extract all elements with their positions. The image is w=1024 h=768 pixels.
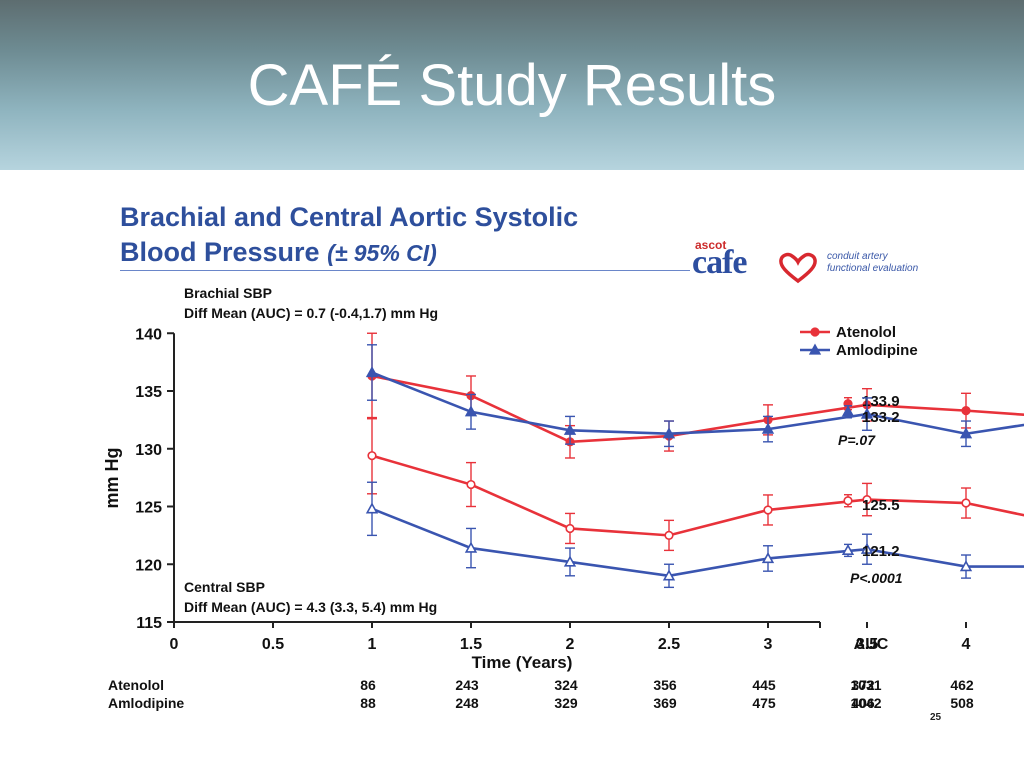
heading-rule: [120, 270, 690, 271]
data-point: [761, 552, 775, 564]
series-line-1-0: [371, 454, 1024, 537]
data-point: [761, 422, 775, 434]
data-point: [961, 498, 971, 508]
x-tick-label: 1.5: [460, 636, 482, 653]
logo-ascot-text: ascot: [695, 238, 727, 252]
data-point: [565, 523, 575, 534]
logo-cafe-text: cafe: [692, 244, 748, 281]
x-tick-label: 4: [962, 636, 971, 653]
n-table-count: 462: [950, 677, 974, 693]
data-point: [808, 343, 822, 355]
n-table-row-label: Amlodipine: [108, 695, 184, 711]
data-point: [466, 479, 476, 490]
logo-tagline-2: functional evaluation: [827, 263, 919, 274]
data-point: [763, 505, 773, 515]
data-point: [961, 406, 971, 416]
title-banner: [0, 0, 1024, 170]
data-point: [862, 494, 872, 505]
x-auc-label: AUC: [854, 636, 889, 653]
data-point: [367, 451, 377, 461]
n-table-count: 324: [554, 677, 578, 693]
legend-label: Amlodipine: [836, 342, 918, 359]
n-table-count: 508: [950, 695, 974, 711]
data-point: [563, 423, 577, 435]
n-table-count: 88: [360, 695, 376, 711]
n-table-count: 369: [653, 695, 677, 711]
data-point: [464, 541, 478, 553]
data-point: [860, 542, 874, 554]
n-table-auc: 1031: [850, 677, 881, 693]
n-table-count: 475: [752, 695, 776, 711]
logo-tagline-1: conduit artery: [827, 251, 888, 262]
chart-heading-line1: Brachial and Central Aortic Systolic: [120, 202, 579, 232]
data-point: [664, 530, 674, 540]
brachial-diff: Diff Mean (AUC) = 0.7 (-0.4,1.7) mm Hg: [184, 305, 438, 321]
auc-value-label: 121.2: [862, 543, 900, 560]
n-table-auc: 1042: [850, 695, 881, 711]
data-point: [365, 502, 379, 514]
n-table-count: 329: [554, 695, 578, 711]
auc-value-label: 125.5: [862, 497, 900, 514]
y-tick-label: 135: [135, 384, 162, 401]
data-point: [662, 427, 676, 439]
n-table-count: 356: [653, 677, 677, 693]
y-tick-label: 140: [135, 326, 162, 343]
chart-heading-ci: (± 95% CI): [327, 240, 437, 266]
data-point: [841, 543, 855, 556]
n-table-count: 86: [360, 677, 376, 693]
data-point: [662, 569, 676, 581]
data-point: [959, 560, 973, 572]
chart-heading: Brachial and Central Aortic Systolic Blo…: [120, 200, 578, 271]
central-label: Central SBP: [184, 579, 265, 595]
data-point: [843, 496, 853, 506]
x-tick-label: 0: [170, 636, 179, 653]
data-point: [959, 427, 973, 439]
x-tick-label: 3: [764, 636, 773, 653]
n-table-count: 248: [455, 695, 479, 711]
data-point: [841, 405, 855, 417]
y-tick-label: 125: [135, 500, 162, 517]
legend-label: Atenolol: [836, 324, 896, 341]
y-tick-label: 120: [135, 557, 162, 574]
data-point: [860, 407, 874, 419]
x-tick-label: 2.5: [658, 636, 680, 653]
series-line-0-1: [371, 371, 1024, 436]
logo-tagline: conduit artery functional evaluation: [827, 251, 918, 275]
cafe-logo: ascot cafe conduit artery functional eva…: [692, 238, 942, 284]
n-table-count: 243: [455, 677, 479, 693]
brachial-label: Brachial SBP: [184, 285, 272, 301]
x-tick-label: 0.5: [262, 636, 284, 653]
chart-heading-line2: Blood Pressure (± 95% CI): [120, 235, 578, 271]
n-table-count: 445: [752, 677, 776, 693]
x-tick-label: 2: [566, 636, 575, 653]
data-point: [464, 405, 478, 417]
p-value-central: P<.0001: [850, 570, 903, 586]
y-tick-label: 130: [135, 442, 162, 459]
central-diff: Diff Mean (AUC) = 4.3 (3.3, 5.4) mm Hg: [184, 599, 437, 615]
heart-icon: [779, 252, 817, 284]
n-table-count: 406: [851, 695, 875, 711]
y-tick-label: 115: [136, 615, 162, 632]
slide-title: CAFÉ Study Results: [247, 53, 777, 118]
page-number: 25: [930, 712, 942, 723]
x-tick-label: 3.5: [856, 636, 878, 653]
series-line-1-1: [371, 507, 1024, 578]
data-point: [563, 555, 577, 567]
auc-value-label: 133.2: [862, 409, 900, 426]
x-axis-label: Time (Years): [472, 653, 573, 672]
x-tick-label: 1: [368, 636, 377, 653]
y-axis-label: mm Hg: [102, 447, 122, 508]
n-table-count: 372: [851, 677, 875, 693]
data-point: [810, 327, 820, 337]
n-table-row-label: Atenolol: [108, 677, 164, 693]
p-value-brachial: P=.07: [838, 432, 876, 448]
chart-heading-line2-text: Blood Pressure: [120, 237, 320, 267]
data-point: [365, 366, 379, 378]
